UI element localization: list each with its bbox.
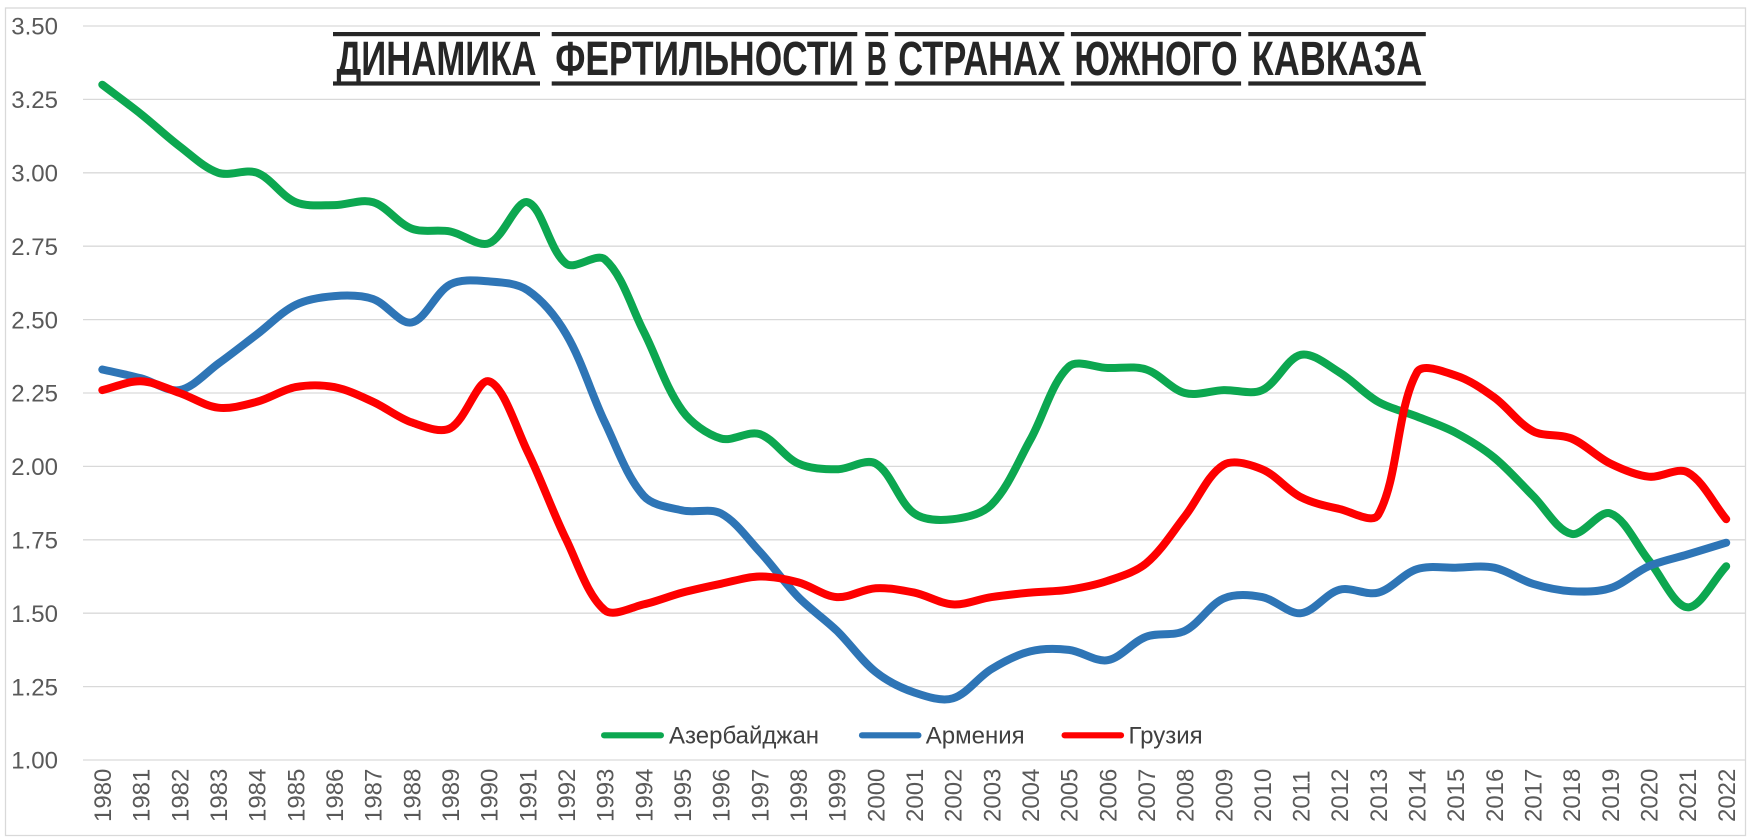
svg-text:2002: 2002 <box>941 769 968 822</box>
svg-text:1997: 1997 <box>747 769 774 822</box>
svg-text:2014: 2014 <box>1405 769 1432 822</box>
svg-text:1.50: 1.50 <box>11 601 58 628</box>
svg-text:1985: 1985 <box>283 769 310 822</box>
svg-text:3.00: 3.00 <box>11 161 58 188</box>
svg-text:1995: 1995 <box>670 769 697 822</box>
svg-text:1993: 1993 <box>593 769 620 822</box>
svg-text:1983: 1983 <box>206 769 233 822</box>
svg-text:Азербайджан: Азербайджан <box>669 723 819 750</box>
svg-text:1981: 1981 <box>129 769 156 822</box>
svg-text:2.75: 2.75 <box>11 234 58 261</box>
svg-text:1994: 1994 <box>631 769 658 822</box>
svg-text:Армения: Армения <box>926 723 1025 750</box>
svg-text:2021: 2021 <box>1675 769 1702 822</box>
svg-text:2008: 2008 <box>1173 769 1200 822</box>
svg-text:КАВКАЗА: КАВКАЗА <box>1252 33 1423 86</box>
svg-text:2.50: 2.50 <box>11 307 58 334</box>
svg-text:2001: 2001 <box>902 769 929 822</box>
svg-text:2017: 2017 <box>1521 769 1548 822</box>
svg-text:2016: 2016 <box>1482 769 1509 822</box>
svg-text:1.25: 1.25 <box>11 674 58 701</box>
svg-text:В: В <box>867 33 887 86</box>
svg-text:1980: 1980 <box>90 769 117 822</box>
svg-text:2010: 2010 <box>1250 769 1277 822</box>
svg-text:2012: 2012 <box>1327 769 1354 822</box>
svg-text:2000: 2000 <box>863 769 890 822</box>
svg-text:Грузия: Грузия <box>1129 723 1203 750</box>
svg-text:1988: 1988 <box>399 769 426 822</box>
svg-text:2022: 2022 <box>1714 769 1741 822</box>
svg-text:2019: 2019 <box>1598 769 1625 822</box>
svg-text:ДИНАМИКА: ДИНАМИКА <box>337 33 537 86</box>
svg-text:2005: 2005 <box>1057 769 1084 822</box>
svg-text:2013: 2013 <box>1366 769 1393 822</box>
svg-text:2.25: 2.25 <box>11 381 58 408</box>
svg-text:1999: 1999 <box>825 769 852 822</box>
svg-text:1989: 1989 <box>438 769 465 822</box>
svg-text:2015: 2015 <box>1443 769 1470 822</box>
svg-text:1.75: 1.75 <box>11 528 58 555</box>
svg-text:2003: 2003 <box>979 769 1006 822</box>
svg-text:2004: 2004 <box>1018 769 1045 822</box>
svg-text:3.25: 3.25 <box>11 87 58 114</box>
svg-text:ФЕРТИЛЬНОСТИ: ФЕРТИЛЬНОСТИ <box>555 33 854 86</box>
svg-text:2009: 2009 <box>1211 769 1238 822</box>
svg-text:1984: 1984 <box>245 769 272 822</box>
svg-text:3.50: 3.50 <box>11 14 58 41</box>
svg-text:2.00: 2.00 <box>11 454 58 481</box>
svg-text:1992: 1992 <box>554 769 581 822</box>
svg-text:1990: 1990 <box>477 769 504 822</box>
svg-text:1991: 1991 <box>515 769 542 822</box>
svg-text:1996: 1996 <box>709 769 736 822</box>
svg-text:1998: 1998 <box>786 769 813 822</box>
svg-text:1987: 1987 <box>361 769 388 822</box>
svg-text:2007: 2007 <box>1134 769 1161 822</box>
svg-text:2011: 2011 <box>1289 770 1316 822</box>
svg-text:1986: 1986 <box>322 769 349 822</box>
svg-text:СТРАНАХ: СТРАНАХ <box>898 33 1061 86</box>
svg-text:ЮЖНОГО: ЮЖНОГО <box>1074 33 1237 86</box>
svg-text:2018: 2018 <box>1559 769 1586 822</box>
svg-text:2020: 2020 <box>1637 769 1664 822</box>
svg-text:1.00: 1.00 <box>11 748 58 775</box>
svg-text:1982: 1982 <box>167 769 194 822</box>
svg-text:2006: 2006 <box>1095 769 1122 822</box>
